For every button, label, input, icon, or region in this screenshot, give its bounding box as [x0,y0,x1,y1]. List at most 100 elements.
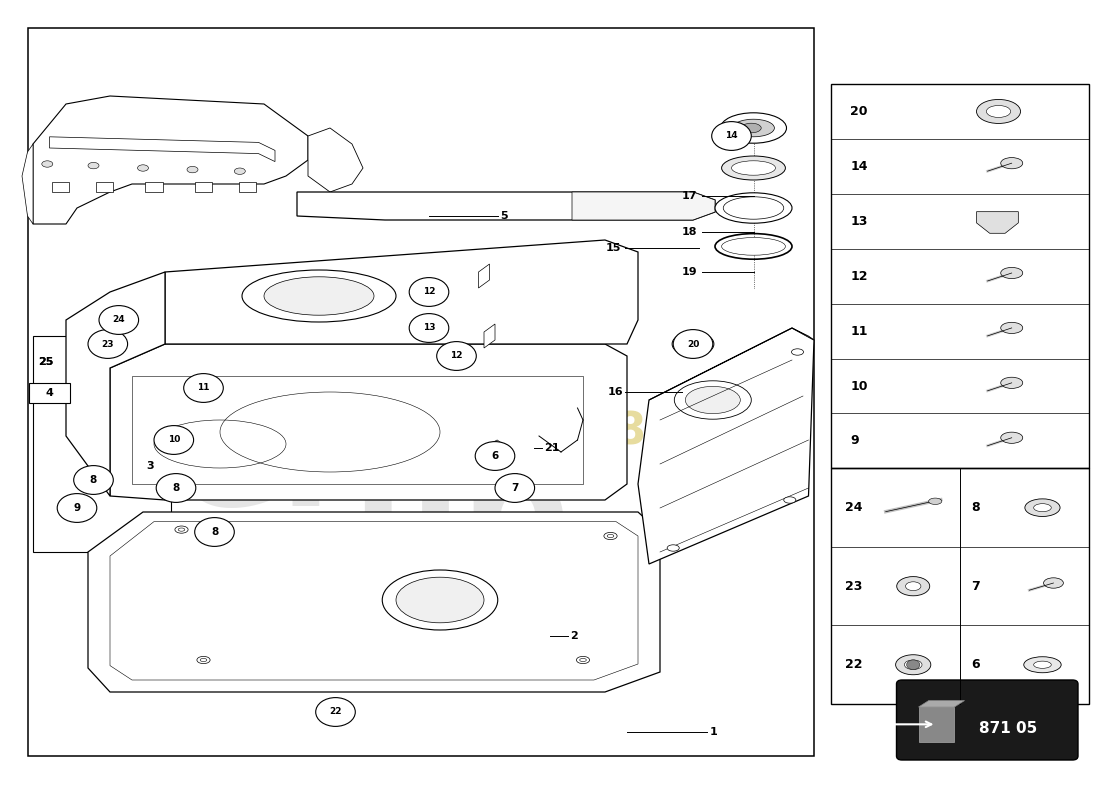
Ellipse shape [896,577,929,596]
Text: 7: 7 [512,483,518,493]
Text: 16: 16 [608,387,624,397]
Ellipse shape [1044,578,1064,588]
Ellipse shape [200,658,207,662]
Circle shape [409,278,449,306]
Text: 10: 10 [850,379,868,393]
Ellipse shape [580,658,586,662]
Ellipse shape [667,545,679,551]
Text: 8: 8 [971,501,979,514]
Text: 9: 9 [850,434,859,447]
Text: 15: 15 [606,243,621,253]
Text: 1: 1 [710,727,717,737]
Ellipse shape [715,193,792,223]
Ellipse shape [1001,322,1023,334]
Ellipse shape [242,270,396,322]
Circle shape [316,698,355,726]
Text: 22: 22 [845,658,862,671]
Text: el: el [176,390,332,538]
Ellipse shape [741,123,761,133]
Text: 6: 6 [971,658,979,671]
Ellipse shape [674,381,751,419]
Ellipse shape [792,349,804,355]
Text: 5: 5 [500,211,508,221]
Circle shape [475,442,515,470]
Polygon shape [918,701,965,707]
Ellipse shape [178,528,185,531]
Text: 12: 12 [850,270,868,282]
Polygon shape [482,440,508,462]
Text: 12: 12 [450,351,463,361]
Polygon shape [649,328,814,400]
Text: 8: 8 [90,475,97,485]
Ellipse shape [383,570,497,630]
Text: 871 05: 871 05 [979,721,1037,736]
Text: 21: 21 [544,443,560,453]
Text: 25: 25 [39,357,54,366]
Text: 14: 14 [725,131,738,141]
Text: 10: 10 [167,435,180,445]
Polygon shape [50,137,275,162]
Circle shape [195,518,234,546]
Polygon shape [52,182,69,192]
Ellipse shape [607,534,614,538]
Text: 19: 19 [682,267,697,277]
Polygon shape [66,272,165,496]
Polygon shape [977,212,1019,234]
Text: 3: 3 [146,461,154,470]
Circle shape [154,426,194,454]
Text: 14: 14 [850,160,868,173]
Ellipse shape [1034,661,1052,668]
Polygon shape [195,182,212,192]
Polygon shape [308,128,363,192]
Text: 20: 20 [850,105,868,118]
Circle shape [156,474,196,502]
Ellipse shape [576,656,590,664]
Ellipse shape [987,106,1011,118]
Ellipse shape [42,161,53,167]
Ellipse shape [732,161,775,175]
Polygon shape [478,264,490,288]
Circle shape [495,474,535,502]
FancyBboxPatch shape [29,383,70,403]
Text: 20: 20 [686,339,700,349]
Ellipse shape [175,526,188,533]
Text: 24: 24 [112,315,125,325]
Polygon shape [145,182,163,192]
Text: 17: 17 [682,191,697,201]
Circle shape [88,330,128,358]
Ellipse shape [1024,657,1062,673]
Text: a passion for parts: a passion for parts [255,614,449,634]
Circle shape [57,494,97,522]
Text: 23: 23 [845,580,862,593]
Ellipse shape [396,578,484,622]
Polygon shape [165,240,638,344]
Text: 22: 22 [329,707,342,717]
Ellipse shape [977,99,1021,123]
Polygon shape [572,192,715,220]
Ellipse shape [928,498,942,505]
Circle shape [437,342,476,370]
Text: 25: 25 [39,357,54,366]
Text: 23: 23 [101,339,114,349]
FancyBboxPatch shape [896,680,1078,760]
Text: 4: 4 [45,388,54,398]
Text: 24: 24 [845,501,862,514]
Ellipse shape [1034,504,1052,512]
Text: 7: 7 [971,580,979,593]
Circle shape [184,374,223,402]
Polygon shape [33,96,308,224]
Polygon shape [502,474,526,496]
Polygon shape [22,144,33,224]
Ellipse shape [197,656,210,664]
Ellipse shape [783,497,795,503]
Ellipse shape [904,660,922,670]
Text: 9: 9 [74,503,80,513]
Text: 12: 12 [422,287,436,297]
Ellipse shape [685,386,740,414]
Text: 6: 6 [492,451,498,461]
Text: 13: 13 [422,323,436,333]
Ellipse shape [733,119,774,137]
Ellipse shape [720,113,786,143]
Text: 18: 18 [682,227,697,237]
Ellipse shape [895,654,931,674]
